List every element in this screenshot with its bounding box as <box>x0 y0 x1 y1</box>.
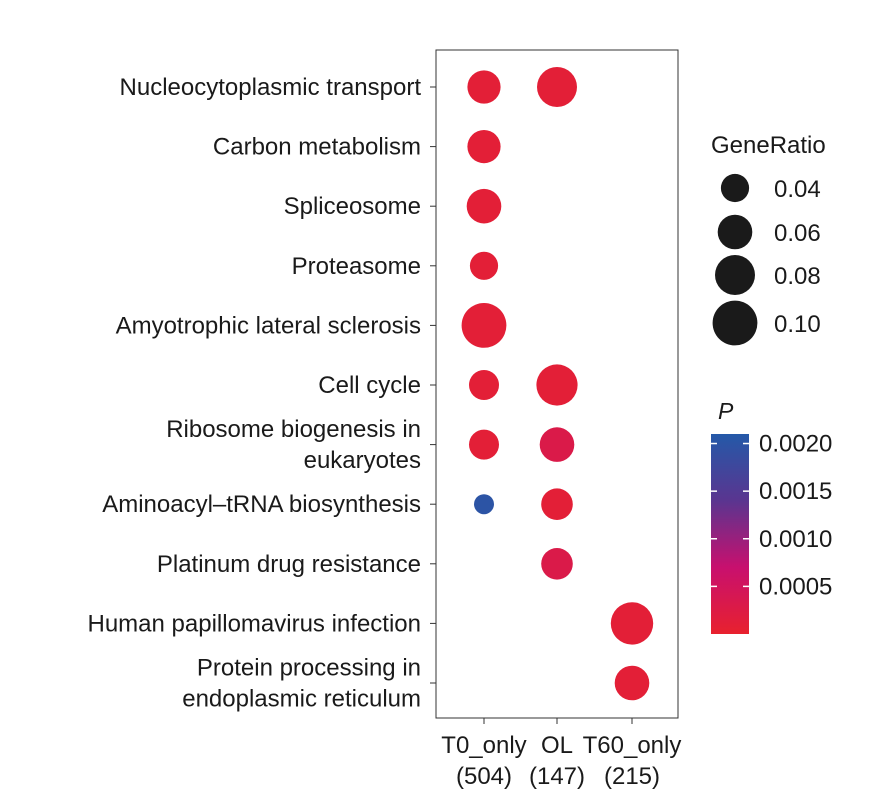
color-bar <box>711 434 749 634</box>
y-tick-label: Human papillomavirus infection <box>88 610 422 637</box>
x-tick-label: T60_only <box>583 732 682 759</box>
color-tick-label: 0.0010 <box>759 526 832 553</box>
data-point <box>469 429 499 460</box>
size-legend-dot <box>717 214 753 250</box>
data-point <box>614 665 650 701</box>
y-tick-label: Spliceosome <box>284 193 421 220</box>
y-tick-label: Nucleocytoplasmic transport <box>120 74 422 101</box>
data-point <box>474 494 494 515</box>
y-tick-label: Aminoacyl–tRNA biosynthesis <box>102 491 421 518</box>
size-legend-dot <box>720 173 750 203</box>
color-legend: P 0.0020 0.0015 0.0010 0.0005 <box>711 398 832 634</box>
x-tick-label: OL <box>541 732 573 759</box>
x-tick-label: T0_only <box>441 732 526 759</box>
points <box>461 67 654 701</box>
size-legend-dot <box>715 255 755 295</box>
y-tick-label: endoplasmic reticulum <box>182 686 421 713</box>
data-point <box>541 488 573 520</box>
size-legend-title: GeneRatio <box>711 132 826 159</box>
x-axis: T0_only (504) OL (147) T60_only (215) <box>441 718 681 790</box>
color-tick-label: 0.0005 <box>759 573 832 600</box>
size-legend-label: 0.10 <box>774 311 821 338</box>
data-point <box>467 70 501 104</box>
color-tick-label: 0.0020 <box>759 431 832 458</box>
x-tick-count: (215) <box>604 763 660 790</box>
data-point <box>541 548 573 580</box>
data-point <box>469 251 499 280</box>
data-point <box>467 130 501 164</box>
data-point <box>537 67 577 107</box>
color-tick-label: 0.0015 <box>759 478 832 505</box>
y-tick-label: eukaryotes <box>304 447 421 474</box>
x-tick-count: (147) <box>529 763 585 790</box>
data-point <box>466 188 502 224</box>
y-tick-label: Carbon metabolism <box>213 134 421 161</box>
data-point <box>539 427 575 462</box>
data-point <box>536 364 578 406</box>
y-axis: Nucleocytoplasmic transport Carbon metabo… <box>88 74 436 713</box>
x-tick-count: (504) <box>456 763 512 790</box>
size-legend-label: 0.04 <box>774 176 821 203</box>
size-legend-label: 0.08 <box>774 263 821 290</box>
y-tick-label: Protein processing in <box>197 655 421 682</box>
y-tick-label: Amyotrophic lateral sclerosis <box>116 312 421 339</box>
data-point <box>461 303 507 348</box>
color-legend-title: P <box>718 398 734 424</box>
size-legend-label: 0.06 <box>774 220 821 247</box>
y-tick-label: Cell cycle <box>318 372 421 399</box>
data-point <box>469 370 499 400</box>
size-legend-dot <box>712 300 758 346</box>
y-tick-label: Proteasome <box>292 253 421 280</box>
y-tick-label: Platinum drug resistance <box>157 551 421 578</box>
y-tick-label: Ribosome biogenesis in <box>166 416 421 443</box>
size-legend: GeneRatio 0.04 0.06 0.08 0.10 <box>711 132 826 346</box>
data-point <box>610 602 654 645</box>
